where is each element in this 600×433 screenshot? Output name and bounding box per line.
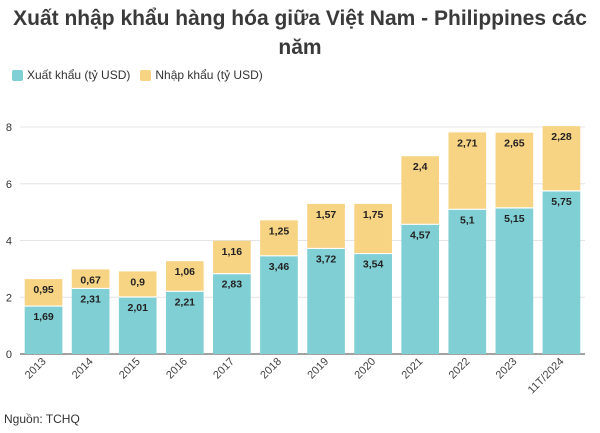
x-tick-label: 2013 [23,356,49,382]
bar-import [401,156,440,225]
data-label-export: 2,21 [175,296,196,308]
data-label-export: 3,72 [316,253,337,265]
data-label-import: 1,75 [363,209,384,221]
data-label-export: 5,1 [460,214,475,226]
data-label-export: 1,69 [33,311,54,323]
data-label-export: 5,75 [551,196,572,208]
x-tick-label: 2023 [494,356,520,382]
source-note: Nguồn: TCHQ [4,412,80,426]
data-label-export: 3,54 [363,259,384,271]
bar-import [448,132,487,210]
y-tick-label: 4 [6,236,12,248]
legend-label-export: Xuất khẩu (tỷ USD) [27,68,131,82]
y-tick-label: 2 [6,292,12,304]
x-tick-label: 2019 [305,356,331,382]
bar-import [495,132,534,208]
bar-export [165,291,204,354]
bar-export [260,255,298,354]
bar-import [542,126,581,191]
legend-label-import: Nhập khẩu (tỷ USD) [155,68,263,82]
data-label-export: 2,01 [127,302,148,314]
bar-export [542,190,581,354]
data-label-import: 1,25 [269,225,290,237]
bar-export [71,288,110,354]
x-tick-label: 11T/2024 [526,356,567,397]
data-label-import: 2,28 [551,131,572,143]
data-label-import: 0,95 [33,284,54,296]
data-label-export: 5,15 [504,213,525,225]
bar-import [165,261,204,292]
bar-import [24,279,63,307]
x-tick-label: 2014 [70,356,96,382]
bar-export [24,306,63,354]
data-label-import: 2,65 [504,138,525,150]
bar-import [118,271,157,297]
data-label-import: 2,4 [413,161,428,173]
bar-export [213,273,251,354]
y-tick-label: 0 [6,349,12,361]
y-tick-label: 6 [6,179,12,191]
bar-export [118,296,157,354]
bar-export [448,209,487,354]
legend-swatch-import [140,69,152,81]
legend-item-import: Nhập khẩu (tỷ USD) [140,68,263,82]
x-tick-label: 2016 [164,356,190,382]
bar-import [307,203,345,249]
data-label-export: 3,46 [269,261,290,273]
data-label-export: 4,57 [410,229,431,241]
bar-import [213,240,251,274]
bar-import [71,269,110,289]
bar-import [354,203,392,254]
data-label-export: 2,83 [222,279,243,291]
y-tick-label: 8 [6,122,12,134]
x-tick-label: 2017 [211,356,237,382]
bar-import [260,220,298,256]
data-label-import: 1,16 [222,246,243,258]
bar-export [354,253,392,354]
x-tick-label: 2022 [447,356,473,382]
x-tick-label: 2018 [258,356,284,382]
bar-export [495,207,534,354]
data-label-import: 0,9 [130,276,145,288]
data-label-import: 2,71 [457,137,478,149]
legend-swatch-export [12,69,23,81]
data-label-import: 1,06 [175,266,196,278]
x-tick-label: 2020 [352,356,378,382]
data-label-export: 2,31 [80,293,101,305]
chart-title: Xuất nhập khẩu hàng hóa giữa Việt Nam - … [13,7,587,59]
x-tick-label: 2015 [117,356,143,382]
bar-export [401,224,440,354]
data-label-import: 1,57 [316,209,337,221]
bar-export [307,248,345,354]
x-tick-label: 2021 [400,356,426,382]
data-label-import: 0,67 [80,274,101,286]
chart-legend: Xuất khẩu (tỷ USD) Nhập khẩu (tỷ USD) [12,68,263,82]
legend-item-export: Xuất khẩu (tỷ USD) [12,68,130,82]
